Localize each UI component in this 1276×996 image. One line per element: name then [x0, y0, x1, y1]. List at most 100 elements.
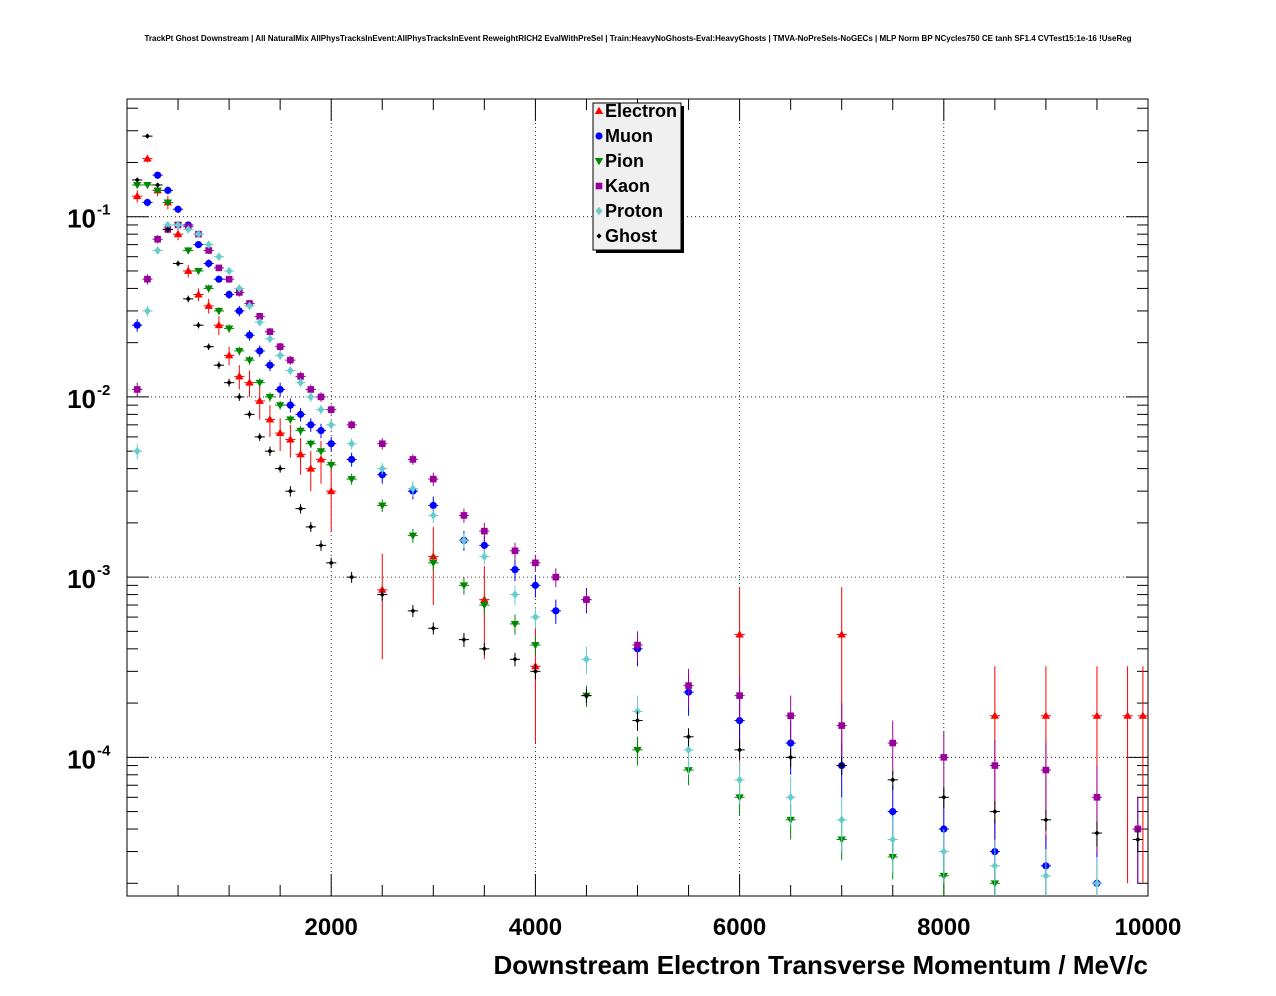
- data-point: [246, 301, 253, 311]
- data-point: [133, 191, 142, 200]
- data-point: [214, 307, 224, 316]
- data-point: [596, 233, 602, 239]
- data-point: [594, 158, 604, 166]
- data-point: [992, 808, 998, 815]
- data-point: [216, 362, 222, 368]
- data-point: [256, 347, 264, 355]
- data-point: [736, 692, 743, 699]
- data-point: [838, 815, 846, 825]
- data-point: [225, 275, 233, 283]
- data-point: [195, 322, 202, 328]
- data-point: [153, 187, 162, 195]
- data-point: [511, 547, 519, 555]
- data-point: [532, 668, 538, 674]
- data-point: [275, 402, 285, 410]
- data-point: [317, 405, 325, 414]
- data-point: [318, 542, 324, 548]
- data-point: [204, 285, 213, 293]
- data-point: [594, 106, 604, 114]
- data-point: [266, 334, 274, 344]
- data-point: [940, 847, 948, 856]
- data-point: [225, 290, 233, 299]
- data-point: [286, 435, 295, 443]
- data-point: [430, 625, 436, 631]
- data-point: [348, 455, 356, 464]
- data-point: [511, 590, 519, 599]
- data-point: [633, 746, 642, 755]
- data-point: [839, 762, 845, 769]
- data-point: [787, 793, 795, 802]
- data-point: [306, 440, 315, 448]
- data-point: [184, 225, 192, 234]
- data-point: [1042, 766, 1050, 774]
- data-point: [194, 268, 203, 276]
- data-point: [481, 527, 488, 535]
- y-tick-label: 10: [67, 564, 96, 594]
- data-point: [246, 411, 253, 417]
- data-point: [174, 205, 182, 213]
- data-point: [133, 182, 142, 190]
- data-point: [205, 247, 212, 254]
- data-point: [481, 646, 487, 652]
- data-point: [634, 717, 641, 724]
- data-point: [267, 448, 273, 454]
- data-point: [480, 552, 488, 561]
- data-point: [245, 357, 254, 365]
- data-point: [316, 448, 326, 456]
- data-point: [595, 182, 603, 190]
- legend-box: [592, 102, 682, 251]
- data-point: [837, 630, 846, 638]
- data-point: [583, 655, 590, 664]
- data-point: [306, 464, 315, 472]
- data-point: [1138, 711, 1148, 719]
- data-point: [1041, 711, 1051, 719]
- data-point: [429, 501, 437, 510]
- data-point: [410, 608, 416, 614]
- data-point: [328, 560, 334, 566]
- data-point: [316, 455, 326, 463]
- data-point: [429, 559, 438, 568]
- data-point: [634, 641, 641, 649]
- data-point: [308, 524, 314, 530]
- data-point: [144, 306, 151, 316]
- data-point: [307, 386, 315, 393]
- data-point: [204, 301, 213, 309]
- data-point: [685, 682, 692, 689]
- data-point: [215, 275, 223, 283]
- data-point: [265, 415, 275, 423]
- data-point: [287, 356, 294, 364]
- data-point: [257, 434, 263, 440]
- data-point: [235, 307, 243, 315]
- data-point: [461, 637, 467, 643]
- data-point: [226, 380, 232, 386]
- data-point: [266, 361, 274, 369]
- data-point: [532, 559, 539, 567]
- data-point: [531, 581, 540, 589]
- data-point: [737, 747, 743, 753]
- data-point: [1094, 830, 1100, 836]
- data-point: [276, 343, 284, 350]
- data-point: [165, 226, 171, 233]
- data-point: [206, 344, 212, 350]
- data-point: [276, 385, 284, 394]
- series-proton: [132, 220, 1103, 896]
- data-point: [255, 396, 264, 404]
- data-point: [327, 486, 336, 495]
- data-point: [154, 246, 161, 255]
- data-point: [163, 199, 173, 207]
- y-tick-exponent: -2: [97, 382, 110, 399]
- data-point: [265, 393, 275, 402]
- data-point: [286, 401, 294, 409]
- data-point: [595, 132, 603, 140]
- data-point: [297, 506, 304, 512]
- data-point: [164, 220, 172, 230]
- data-point: [1042, 871, 1050, 881]
- data-point: [164, 186, 172, 194]
- data-point: [532, 612, 539, 622]
- y-tick-label: 10: [67, 204, 96, 234]
- data-point: [480, 541, 488, 549]
- data-point: [134, 177, 140, 183]
- legend-label-proton: Proton: [605, 201, 663, 221]
- data-point: [266, 328, 274, 336]
